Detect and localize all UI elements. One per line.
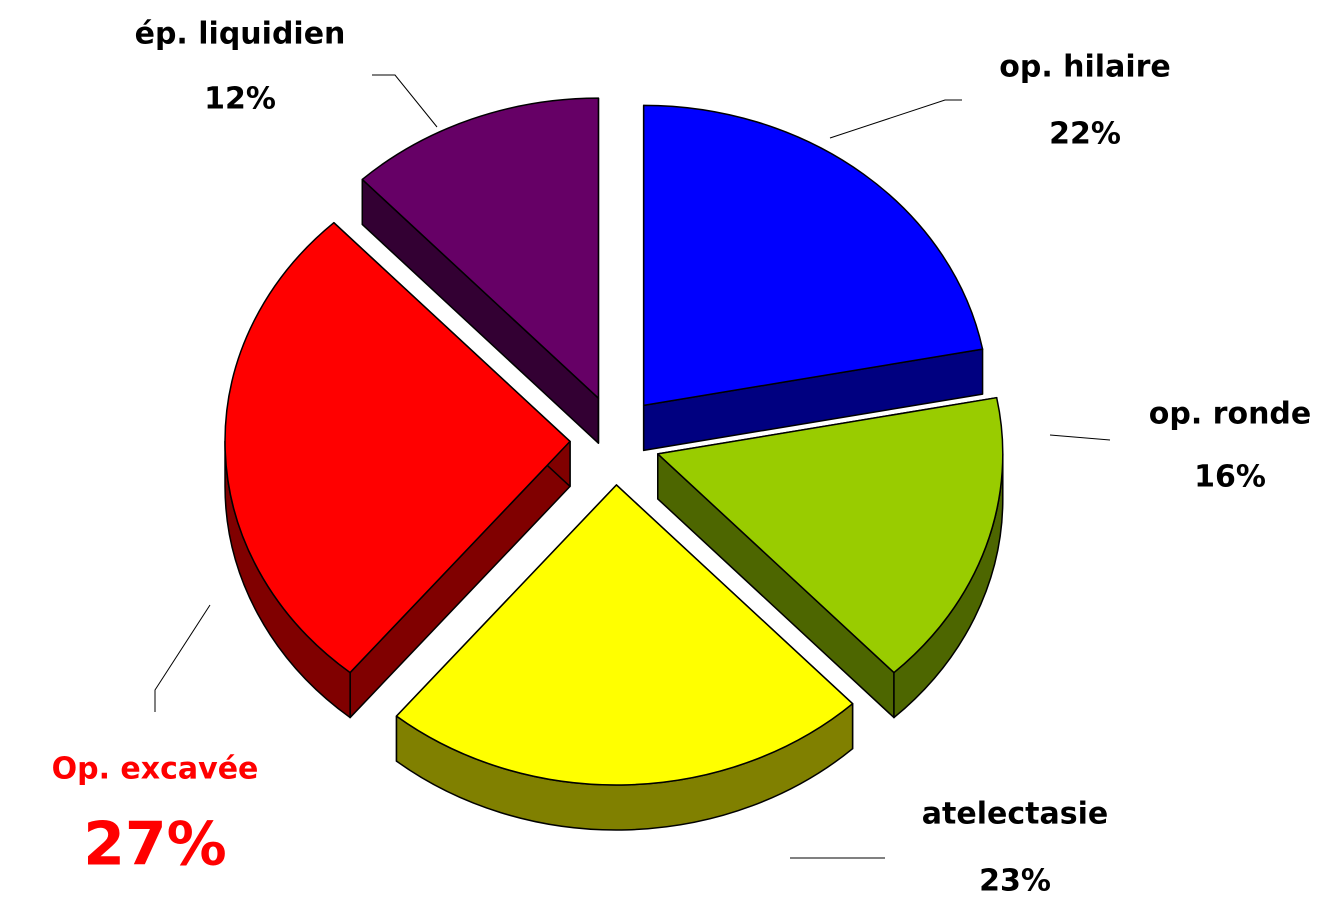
leader-line — [1049, 434, 1111, 441]
leader-line — [372, 74, 438, 128]
slice-label: op. hilaire — [999, 50, 1171, 85]
slice — [657, 396, 1004, 674]
slice — [361, 97, 600, 399]
slice-label: op. ronde — [1149, 397, 1312, 432]
slice — [642, 104, 984, 407]
slice — [395, 484, 854, 786]
slice — [657, 396, 1004, 719]
leader-line — [829, 99, 962, 139]
value-label: 12% — [204, 82, 276, 117]
slice — [395, 484, 854, 831]
slice-label: atelectasie — [922, 797, 1108, 832]
slice-label: Op. excavée — [52, 752, 259, 787]
value-label: 22% — [1049, 117, 1121, 152]
slice-label: ép. liquidien — [135, 17, 346, 52]
slice — [224, 221, 571, 719]
value-label: 23% — [979, 864, 1051, 899]
leader-line — [154, 604, 211, 712]
value-label: 16% — [1194, 460, 1266, 495]
value-label: 27% — [83, 810, 227, 880]
slice — [642, 104, 984, 452]
slice — [224, 221, 571, 674]
slice — [361, 97, 600, 444]
